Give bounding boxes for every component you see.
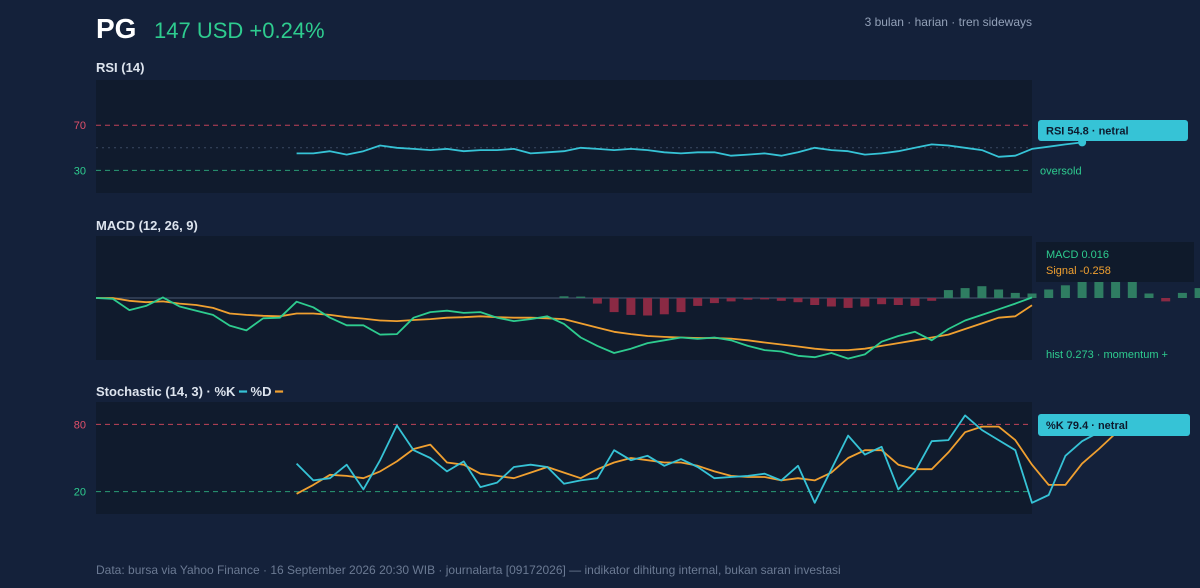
macd-histogram-bar — [1144, 293, 1154, 298]
macd-histogram-bar — [910, 298, 920, 306]
macd-histogram-bar — [743, 298, 753, 300]
macd-histogram-bar — [1027, 293, 1037, 298]
macd-histogram-bar — [709, 298, 719, 304]
macd-histogram-bar — [1060, 285, 1070, 298]
macd-histogram-bar — [760, 298, 770, 300]
rsi-badge-label: RSI 54.8 · netral — [1046, 126, 1129, 138]
macd-histogram-bar — [643, 298, 653, 316]
macd-histogram-bar — [693, 298, 703, 306]
rsi-line — [296, 141, 1083, 158]
macd-histogram-bar — [676, 298, 686, 313]
rsi-badge: RSI 54.8 · netral — [1038, 120, 1188, 141]
stoch-plot-area — [96, 402, 1032, 514]
rsi-plot-area — [96, 80, 1032, 193]
macd-title: MACD (12, 26, 9) — [96, 218, 198, 233]
macd-histogram-bar — [592, 298, 602, 304]
macd-histogram-bar — [1010, 292, 1020, 298]
macd-histogram-bar — [977, 286, 987, 298]
macd-histogram-bar — [1094, 277, 1104, 298]
macd-histogram-bar — [1194, 288, 1200, 298]
macd-histogram-bar — [559, 296, 569, 298]
stoch-title: Stochastic (14, 3) · %K ━ %D ━ — [96, 384, 283, 399]
stoch-tick-20: 20 — [74, 487, 86, 499]
macd-histogram-bar — [927, 298, 937, 301]
rsi-tick-30: 30 — [74, 165, 86, 177]
legend-d-label: %D — [251, 384, 272, 399]
macd-histogram-bar — [877, 298, 887, 305]
macd-histogram-bar — [960, 288, 970, 298]
macd-histogram-bar — [776, 298, 786, 301]
stoch-k-line — [295, 414, 1116, 504]
ticker-symbol: PG — [96, 13, 136, 44]
macd-histogram-bar — [826, 298, 836, 307]
histogram-readout: hist 0.273 · momentum + — [1046, 349, 1168, 361]
stoch-title-text: Stochastic (14, 3) · %K — [96, 384, 236, 399]
macd-histogram-bar — [626, 298, 636, 315]
rsi-title: RSI (14) — [96, 60, 144, 75]
price-change: 147 USD +0.24% — [154, 18, 325, 43]
stoch-badge: %K 79.4 · netral — [1038, 414, 1190, 436]
signal-readout: Signal -0.258 — [1046, 265, 1111, 277]
macd-histogram-bar — [943, 290, 953, 298]
macd-histogram-bar — [576, 296, 586, 298]
macd-histogram-bar — [609, 298, 619, 313]
macd-histogram-bar — [1127, 280, 1137, 298]
stoch-panel: Stochastic (14, 3) · %K ━ %D ━ 80 20 %K … — [74, 384, 1190, 514]
rsi-panel: RSI (14) 70 30 overbought oversold RSI 5… — [74, 60, 1188, 193]
stoch-tick-80: 80 — [74, 419, 86, 431]
macd-histogram-bar — [810, 298, 820, 305]
stoch-badge-label: %K 79.4 · netral — [1046, 420, 1128, 432]
oversold-label: oversold — [1040, 165, 1082, 177]
macd-histogram-bar — [1177, 292, 1187, 298]
macd-histogram-bar — [893, 298, 903, 305]
macd-histogram-bar — [659, 298, 669, 315]
legend-k-swatch: ━ — [238, 384, 247, 399]
macd-histogram-bar — [1161, 298, 1171, 302]
rsi-tick-70: 70 — [74, 120, 86, 132]
macd-histogram-bar — [1044, 289, 1054, 298]
macd-histogram-bar — [994, 289, 1004, 298]
macd-histogram-bar — [1077, 278, 1087, 298]
macd-histogram-bar — [843, 298, 853, 308]
rsi-badge-bg — [1038, 120, 1188, 141]
footer-note: Data: bursa via Yahoo Finance · 16 Septe… — [96, 563, 841, 577]
macd-histogram-bar — [793, 298, 803, 303]
stoch-badge-bg — [1038, 414, 1190, 436]
period-label: 3 bulan · harian · tren sideways — [865, 15, 1032, 29]
macd-histogram-bar — [726, 298, 736, 302]
macd-histogram-bar — [1111, 278, 1121, 298]
macd-histogram-bar — [860, 298, 870, 307]
macd-readout-box — [1036, 242, 1194, 282]
legend-d-swatch: ━ — [274, 384, 283, 399]
macd-readout: MACD 0.016 — [1046, 249, 1109, 261]
macd-panel: MACD (12, 26, 9) MACD 0.016 Signal -0.25… — [95, 218, 1200, 361]
